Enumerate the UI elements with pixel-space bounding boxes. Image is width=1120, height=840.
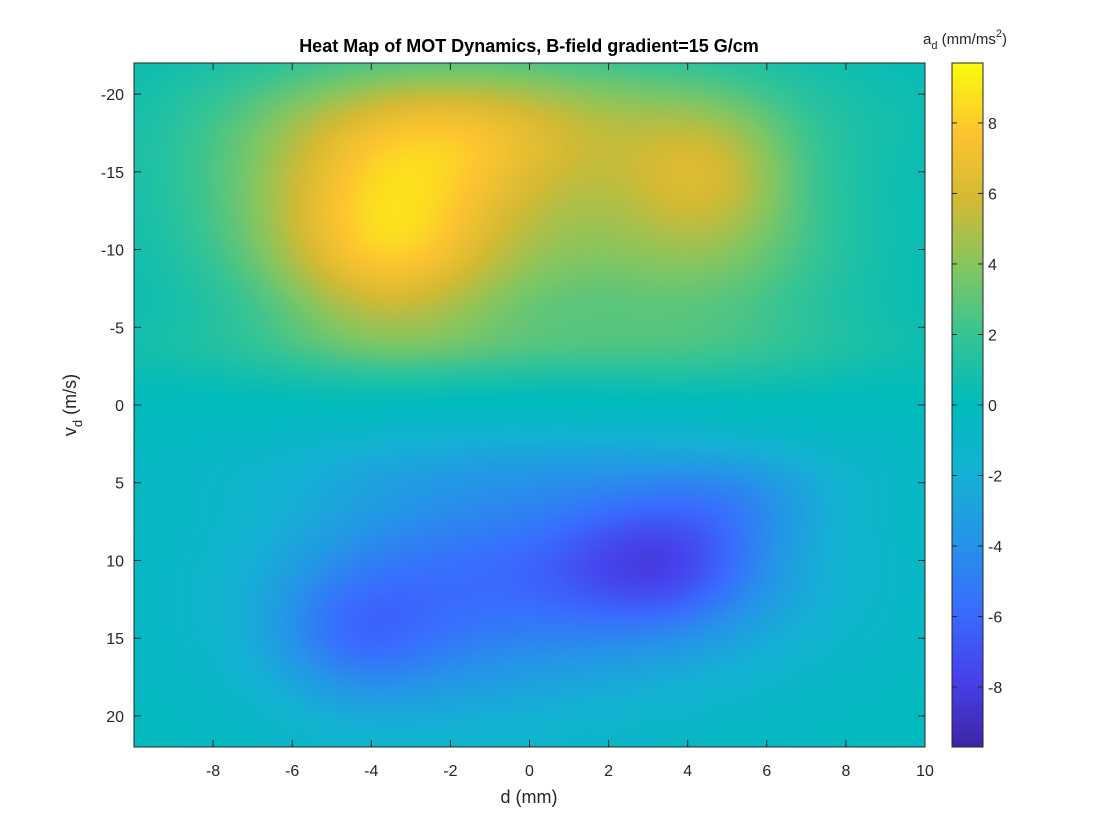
- colorbar-tick-label: -8: [988, 680, 1002, 697]
- y-axis-label-units: (m/s): [60, 374, 80, 420]
- x-tick-label: -8: [206, 763, 220, 780]
- x-axis: -8 -6 -4 -2 0 2 4 6 8 10: [206, 63, 934, 780]
- heatmap-plot-area: [133, 62, 926, 748]
- y-axis: -20 -15 -10 -5 0 5 10 15 20: [101, 87, 925, 726]
- chart-title: Heat Map of MOT Dynamics, B-field gradie…: [299, 36, 759, 56]
- y-tick-label: -10: [101, 243, 124, 260]
- y-tick-label: 15: [106, 631, 124, 648]
- colorbar: 8 6 4 2 0 -2 -4 -6 -8: [951, 62, 1002, 748]
- colorbar-label-units: (mm/ms: [938, 31, 996, 48]
- y-axis-label-main: v: [60, 427, 80, 436]
- x-tick-label: -4: [364, 763, 378, 780]
- colorbar-tick-label: 0: [988, 398, 997, 415]
- colorbar-label-sub: d: [931, 40, 937, 52]
- x-tick-label: -6: [285, 763, 299, 780]
- colorbar-tick-label: 4: [988, 257, 997, 274]
- y-tick-label: -5: [110, 320, 124, 337]
- colorbar-label: ad (mm/ms2): [923, 28, 1007, 52]
- x-tick-label: 0: [525, 763, 534, 780]
- colorbar-ticks: 8 6 4 2 0 -2 -4 -6 -8: [952, 116, 1002, 697]
- x-tick-label: 6: [762, 763, 771, 780]
- colorbar-tick-label: 2: [988, 327, 997, 344]
- heatmap-image: [134, 63, 925, 747]
- colorbar-label-end: ): [1002, 31, 1007, 48]
- colorbar-tick-label: -6: [988, 610, 1002, 627]
- x-tick-label: -2: [443, 763, 457, 780]
- colorbar-tick-label: 8: [988, 116, 997, 133]
- y-axis-label-sub: d: [70, 420, 85, 427]
- y-tick-label: 10: [106, 553, 124, 570]
- y-tick-label: 0: [115, 398, 124, 415]
- colorbar-tick-label: 6: [988, 186, 997, 203]
- colorbar-label-main: a: [923, 31, 932, 48]
- y-tick-label: -15: [101, 165, 124, 182]
- colorbar-gradient: [952, 63, 983, 747]
- colorbar-tick-label: -4: [988, 539, 1002, 556]
- x-tick-label: 2: [604, 763, 613, 780]
- x-tick-label: 4: [683, 763, 692, 780]
- y-tick-label: -20: [101, 87, 124, 104]
- y-tick-label: 5: [115, 476, 124, 493]
- x-axis-label: d (mm): [501, 787, 558, 807]
- colorbar-label-sup: 2: [996, 28, 1002, 40]
- y-tick-label: 20: [106, 709, 124, 726]
- x-tick-label: 8: [841, 763, 850, 780]
- x-tick-label: 10: [916, 763, 934, 780]
- colorbar-tick-label: -2: [988, 469, 1002, 486]
- y-axis-label: vd (m/s): [60, 374, 85, 436]
